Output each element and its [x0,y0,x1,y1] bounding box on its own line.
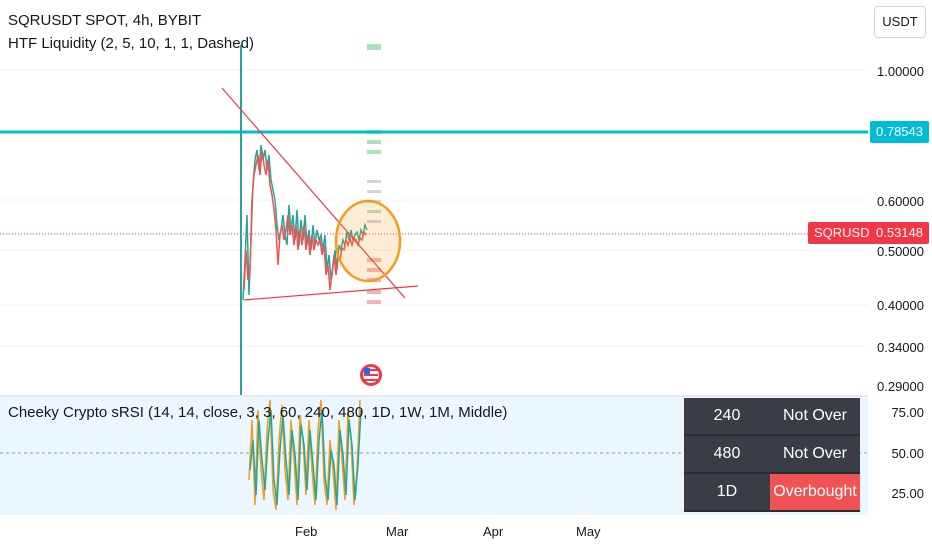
price-scale[interactable]: 1.00000 0.60000 0.50000 0.40000 0.34000 … [868,0,932,550]
price-tick: 0.50000 [877,244,924,259]
descending-trendline[interactable] [221,87,406,299]
table-row: 1D Overbought [684,473,860,512]
status-cell: Not Over [770,435,860,474]
timeframe-cell: 1D [684,473,770,512]
table-row: 480 Not Over [684,435,860,474]
srsi-tick: 25.00 [891,486,924,501]
currency-button[interactable]: USDT [874,6,926,38]
price-candles [242,144,368,301]
time-axis-label: Feb [295,524,318,539]
us-flag-icon[interactable] [360,364,382,386]
time-axis-label: May [576,524,601,539]
last-price-symbol-tag: SQRUSDT [808,222,884,244]
status-cell: Not Over [770,398,860,436]
time-axis-label: Apr [483,524,504,539]
timeframe-cell: 240 [684,398,770,436]
srsi-lines [248,399,362,511]
price-tick: 0.29000 [877,379,924,394]
highlight-circle[interactable] [334,199,402,283]
table-row: 240 Not Over [684,398,860,436]
timeframe-cell: 480 [684,435,770,474]
symbol-legend[interactable]: SQRUSDT SPOT, 4h, BYBIT [8,12,202,29]
time-axis-label: Mar [386,524,409,539]
price-tick: 0.34000 [877,340,924,355]
last-price-tag: 0.53148 [870,222,929,244]
htf-liquidity-legend[interactable]: HTF Liquidity (2, 5, 10, 1, 1, Dashed) [8,35,254,52]
grid [0,69,868,347]
srsi-tick: 75.00 [891,405,924,420]
status-cell: Overbought [770,473,860,512]
level-price-tag: 0.78543 [870,121,929,143]
price-tick: 1.00000 [877,64,924,79]
srsi-tick: 50.00 [891,446,924,461]
srsi-status-table: 240 Not Over 480 Not Over 1D Overbought [684,398,860,512]
price-tick: 0.40000 [877,298,924,313]
ascending-trendline[interactable] [243,285,419,301]
price-tick: 0.60000 [877,194,924,209]
srsi-legend[interactable]: Cheeky Crypto sRSI (14, 14, close, 3, 3,… [8,404,508,421]
